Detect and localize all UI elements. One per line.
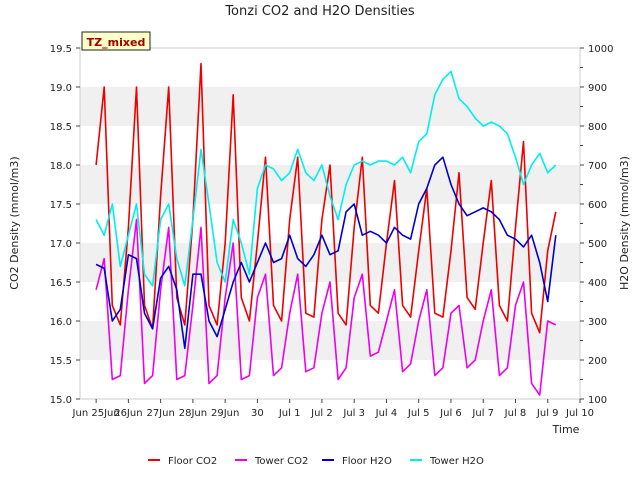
badge: TZ_mixed: [81, 31, 151, 51]
x-tick-label: Jul 6: [439, 408, 462, 419]
x-tick-label: Jul 10: [565, 408, 594, 419]
x-tick-label: Jun 25Jun: [72, 408, 120, 419]
x-tick-label: 26Jun: [114, 408, 142, 419]
left-axis-ticks: 15.0 15.5 16.0 16.5 17.0 17.5 18.0 18.5 19.0 19.5: [50, 44, 80, 406]
x-tick-label: 30: [251, 408, 264, 419]
badge-label: TZ_mixed: [87, 36, 146, 49]
right-tick-label: 800: [588, 122, 607, 133]
left-tick-label: 18.0: [50, 161, 72, 172]
left-tick-label: 15.5: [50, 356, 72, 367]
legend-label: Tower CO2: [254, 456, 308, 467]
x-axis-label: Time: [552, 423, 580, 436]
left-tick-label: 16.0: [50, 317, 72, 328]
x-tick-label: 28Jun: [179, 408, 207, 419]
plot-background-bands: [80, 87, 580, 360]
right-tick-label: 300: [588, 317, 607, 328]
x-tick-label: Jul 9: [536, 408, 559, 419]
series-line-tower-h2o: [95, 70, 557, 287]
legend: Floor CO2 Tower CO2 Floor H2O Tower H2O: [148, 456, 484, 467]
right-tick-label: 700: [588, 161, 607, 172]
right-tick-label: 600: [588, 200, 607, 211]
series-line-tower-co2: [95, 218, 557, 396]
left-tick-label: 19.0: [50, 83, 72, 94]
right-tick-label: 900: [588, 83, 607, 94]
right-tick-label: 100: [588, 395, 607, 406]
x-tick-label: Jul 4: [375, 408, 398, 419]
left-axis-label: CO2 Density (mmol/m3): [8, 156, 21, 289]
x-tick-label: Jul 7: [471, 408, 494, 419]
x-tick-label: Jul 5: [407, 408, 430, 419]
legend-label: Floor CO2: [168, 456, 217, 467]
left-tick-label: 15.0: [50, 395, 72, 406]
right-tick-label: 500: [588, 239, 607, 250]
left-tick-label: 19.5: [50, 44, 72, 55]
right-axis-ticks: 100 200 300 400 500 600 700 800 900 1000: [580, 44, 613, 406]
grid-band: [80, 87, 580, 126]
left-tick-label: 17.5: [50, 200, 72, 211]
x-tick-label: Jul 8: [504, 408, 527, 419]
right-axis-label: H2O Density (mmol/m3): [618, 156, 631, 290]
chart-title: Tonzi CO2 and H2O Densities: [224, 4, 415, 19]
x-tick-label: Jul 3: [342, 408, 365, 419]
x-tick-label: Jul 2: [310, 408, 333, 419]
left-tick-label: 17.0: [50, 239, 72, 250]
x-tick-label: Jul 1: [278, 408, 301, 419]
left-tick-label: 16.5: [50, 278, 72, 289]
right-tick-label: 200: [588, 356, 607, 367]
right-tick-label: 400: [588, 278, 607, 289]
x-tick-label: 27Jun: [146, 408, 174, 419]
legend-label: Tower H2O: [429, 456, 484, 467]
right-tick-label: 1000: [588, 44, 613, 55]
x-tick-label: 29Jun: [211, 408, 239, 419]
left-tick-label: 18.5: [50, 122, 72, 133]
series-line-floor-co2: [95, 62, 557, 334]
legend-label: Floor H2O: [342, 456, 392, 467]
series-line-floor-h2o: [95, 156, 557, 350]
series-lines: [95, 62, 557, 396]
